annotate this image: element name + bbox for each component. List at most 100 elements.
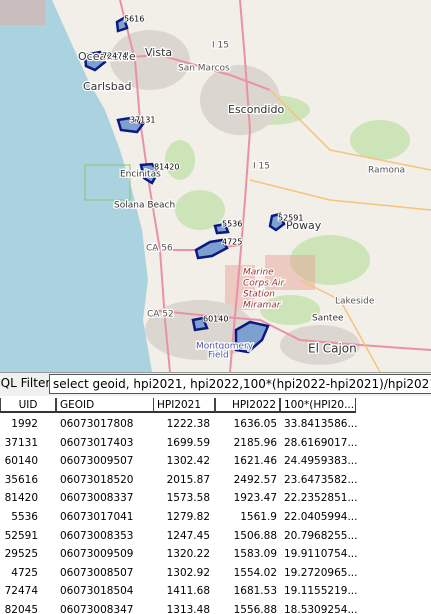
table-cell: 1556.88 [233,604,277,614]
region-label: 60140 [203,315,228,324]
map[interactable]: Oceanside Vista Carlsbad San Marcos Escondid… [0,0,431,372]
table-cell: 1923.47 [233,492,277,505]
table-cell: 1992 [11,418,38,430]
table-cell: 35616 [4,473,38,486]
table-cell: 1636.05 [233,418,277,430]
table-cell: 1313.48 [166,604,210,614]
place-label: Marine [243,268,274,278]
region-label: 4725 [222,238,242,247]
region-label: 37131 [130,116,155,125]
place-label: Montgomery [196,342,254,352]
regions [83,16,286,354]
place-label: Vista [145,46,172,59]
table-cell: 18.5309254... [284,604,358,614]
place-label: Ramona [368,166,405,176]
place-label: I 15 [253,162,270,172]
table-cell: 1320.22 [166,548,210,561]
region-label: 5616 [124,15,144,24]
table-cell: 82045 [4,604,38,614]
table-cell: 37131 [4,436,38,449]
place-label: Lakeside [335,297,375,307]
table-cell: 52591 [4,529,38,542]
region-label: 81420 [154,163,179,172]
table-cell: 2015.87 [166,473,210,486]
column-header: HPI2022 [215,398,280,413]
table-cell: 22.2352851... [284,492,358,505]
place-label: Oceanside [78,50,136,63]
table-cell: 1573.58 [166,492,210,505]
table-cell: 20.7968255... [284,529,358,542]
table-cell: 1279.82 [166,511,210,523]
table-cell: 06073017808 [60,418,134,430]
table-cell: 1699.59 [166,436,210,449]
region-label: 5536 [222,220,242,229]
place-label: CA 52 [147,310,174,320]
table-cell: 2492.57 [233,473,277,486]
filter-bar: SQL Filter select geoid, hpi2021, hpi202… [0,372,431,396]
table-cell: 81420 [4,492,38,505]
query-input[interactable]: select geoid, hpi2021, hpi2022,100*(hpi2… [49,374,431,394]
table-cell: 1561.9 [240,511,277,523]
table-cell: 19.1155219... [284,585,358,598]
table-cell: 06073009507 [60,455,134,468]
result-table: UID GEOID HPI2021 HPI2022 100*(HPI20... 1992 0… [0,396,431,614]
region-label: 52591 [278,214,303,223]
place-label: Field [208,351,229,361]
table-cell: 1621.46 [233,455,277,468]
table-cell: 1302.92 [166,566,210,579]
place-label: San Marcos [178,64,230,74]
place-label: Encinitas [120,170,161,180]
table-cell: 60140 [4,455,38,468]
place-label: Santee [312,314,344,324]
roads [84,0,431,372]
table-cell: 06073017403 [60,436,134,449]
place-label: El Cajon [308,342,357,356]
region-label: 72474 [102,52,127,61]
table-cell: 1681.53 [233,585,277,598]
table-cell: 33.8413586... [284,418,358,430]
place-label: Escondido [228,103,284,116]
table-cell: 06073008507 [60,566,134,579]
table-cell: 23.6473582... [284,473,358,486]
place-label: I 15 [212,41,229,51]
table-cell: 19.9110754... [284,548,358,561]
column-header: GEOID [56,398,154,413]
table-cell: 06073009509 [60,548,134,561]
table-cell: 06073017041 [60,511,134,523]
ocean [0,0,152,372]
table-cell: 06073018504 [60,585,134,598]
table-cell: 1411.68 [166,585,210,598]
column-header: 100*(HPI20... [280,398,356,413]
table-cell: 72474 [4,585,38,598]
table-cell: 1554.02 [233,566,277,579]
place-label: Station [243,290,275,300]
filter-label: SQL Filter [0,376,51,390]
table-cell: 1302.42 [166,455,210,468]
place-label: Corps Air [243,279,285,289]
table-cell: 19.2720965... [284,566,358,579]
table-cell: 1247.45 [166,529,210,542]
place-label: Solana Beach [114,201,175,211]
urban [110,30,360,365]
table-cell: 06073018520 [60,473,134,486]
table-cell: 4725 [11,566,38,579]
column-header: UID [0,398,56,413]
table-cell: 2185.96 [233,436,277,449]
place-label: Miramar [243,301,282,311]
table-cell: 06073008347 [60,604,134,614]
table-cell: 29525 [4,548,38,561]
table-cell: 24.4959383... [284,455,358,468]
table-cell: 1506.88 [233,529,277,542]
place-label: Carlsbad [83,80,131,93]
table-cell: 1222.38 [166,418,210,430]
table-cell: 06073008353 [60,529,134,542]
column-header: HPI2021 [153,398,215,413]
table-cell: 5536 [11,511,38,523]
table-cell: 1583.09 [233,548,277,561]
minor-roads [249,89,431,372]
table-cell: 06073008337 [60,492,134,505]
place-label: CA 56 [146,244,173,254]
table-cell: 22.0405994... [284,511,358,523]
table-cell: 28.6169017... [284,436,358,449]
